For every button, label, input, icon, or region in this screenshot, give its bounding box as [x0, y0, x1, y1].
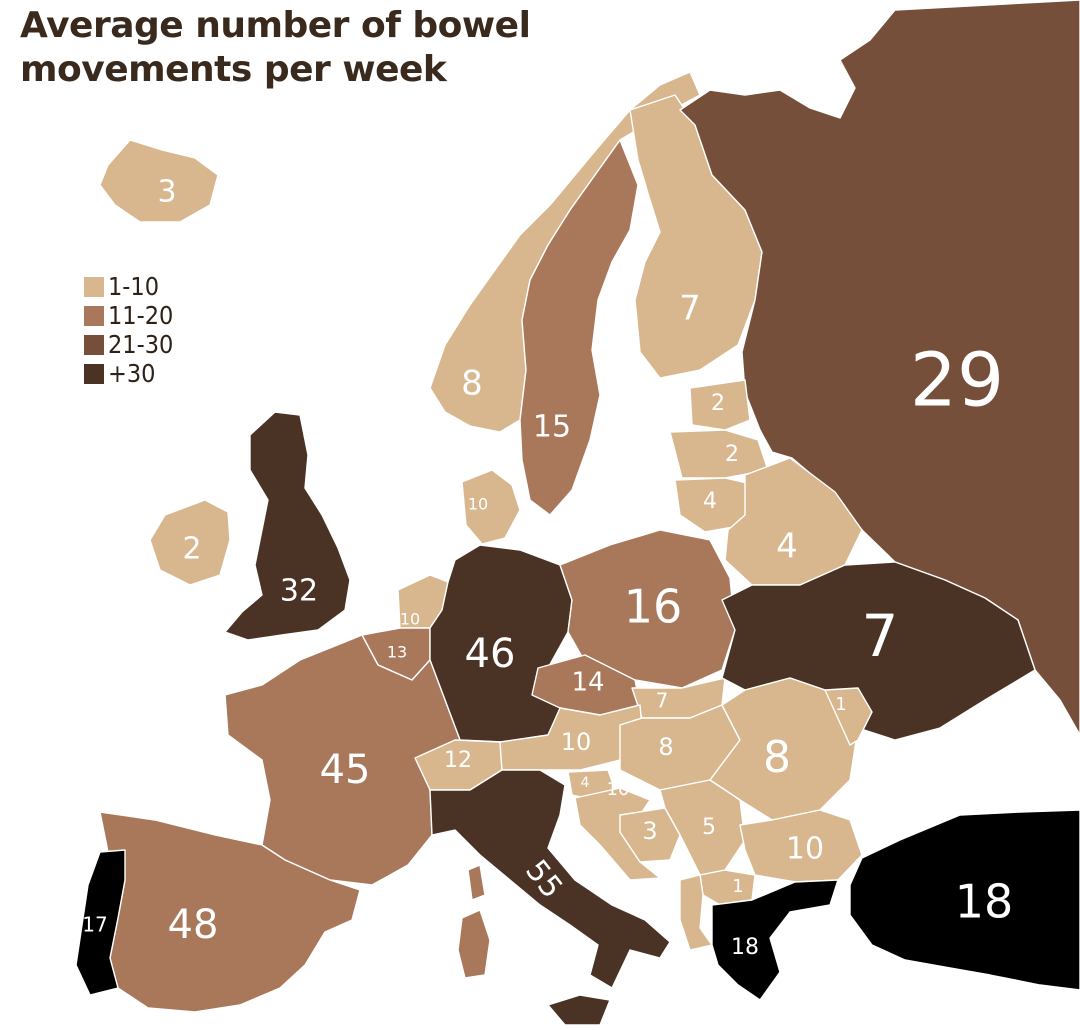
- value-label-iceland: 3: [157, 175, 176, 210]
- value-label-portugal: 17: [82, 913, 107, 937]
- legend-label: 11-20: [108, 301, 174, 330]
- region-sicily: [547, 994, 611, 1026]
- value-label-france: 45: [320, 747, 371, 793]
- region-iceland: [99, 139, 219, 223]
- value-label-estonia: 2: [711, 391, 725, 416]
- region-sweden: [519, 139, 639, 516]
- region-estonia: [689, 379, 751, 431]
- legend-label: +30: [108, 359, 156, 388]
- region-poland: [559, 529, 736, 689]
- region-italy: [429, 769, 671, 989]
- value-label-denmark: 10: [468, 495, 488, 514]
- region-bulgaria: [739, 809, 863, 883]
- map-title: Average number of bowel movements per we…: [20, 4, 531, 92]
- value-label-finland: 7: [679, 289, 701, 329]
- value-label-latvia: 2: [725, 442, 739, 467]
- legend-item: 1-10: [84, 272, 173, 301]
- value-label-norway: 8: [461, 364, 483, 404]
- value-label-spain: 48: [168, 902, 219, 948]
- value-label-switzerland: 12: [444, 748, 472, 773]
- region-latvia: [669, 429, 769, 479]
- legend-swatch: [84, 363, 104, 384]
- value-label-lithuania: 4: [703, 489, 717, 514]
- region-moldova: [824, 687, 873, 746]
- value-label-austria: 10: [561, 728, 592, 756]
- legend-swatch: [84, 276, 104, 297]
- value-label-russia: 29: [910, 338, 1004, 424]
- legend: 1-10 11-20 21-30 +30: [84, 272, 173, 388]
- value-label-ireland: 2: [182, 532, 201, 567]
- region-turkey: [849, 809, 1080, 991]
- map-title-line-2: movements per week: [20, 48, 447, 90]
- legend-item: 11-20: [84, 301, 173, 330]
- region-north-macedonia: [699, 869, 756, 906]
- region-romania: [709, 677, 859, 821]
- legend-item: +30: [84, 359, 173, 388]
- legend-swatch: [84, 305, 104, 326]
- value-label-ukraine: 7: [862, 602, 899, 670]
- value-label-turkey: 18: [955, 875, 1014, 929]
- value-label-germany: 46: [465, 631, 516, 677]
- value-label-slovakia: 7: [656, 689, 669, 713]
- region-portugal: [75, 849, 126, 996]
- value-label-bosnia: 3: [642, 817, 657, 845]
- value-label-hungary: 8: [658, 733, 673, 761]
- map-title-line-1: Average number of bowel: [20, 5, 531, 46]
- value-label-croatia: 10: [607, 779, 630, 800]
- region-ireland: [149, 499, 231, 586]
- region-albania: [679, 874, 713, 951]
- region-uk: [224, 411, 351, 641]
- value-label-belgium: 13: [387, 643, 407, 662]
- value-label-romania: 8: [763, 732, 791, 783]
- value-label-belarus: 4: [776, 527, 798, 567]
- legend-label: 21-30: [108, 330, 174, 359]
- value-label-sweden: 15: [533, 410, 571, 445]
- region-corsica: [467, 864, 486, 901]
- legend-label: 1-10: [108, 272, 160, 301]
- value-label-slovenia: 4: [581, 775, 590, 791]
- value-label-czechia: 14: [571, 668, 604, 698]
- value-label-bulgaria: 10: [786, 832, 824, 867]
- region-denmark: [461, 469, 521, 545]
- value-label-poland: 16: [624, 580, 683, 634]
- region-greece: [711, 879, 839, 1001]
- region-sardinia: [457, 909, 491, 979]
- value-label-albania: 4: [701, 902, 710, 918]
- value-label-moldova: 1: [835, 694, 846, 715]
- value-label-serbia: 5: [702, 815, 716, 840]
- value-label-netherlands: 10: [400, 610, 420, 629]
- value-label-greece: 18: [731, 935, 759, 960]
- legend-swatch: [84, 334, 104, 355]
- legend-item: 21-30: [84, 330, 173, 359]
- value-label-uk: 32: [280, 574, 318, 609]
- value-label-north-macedonia: 1: [732, 876, 743, 897]
